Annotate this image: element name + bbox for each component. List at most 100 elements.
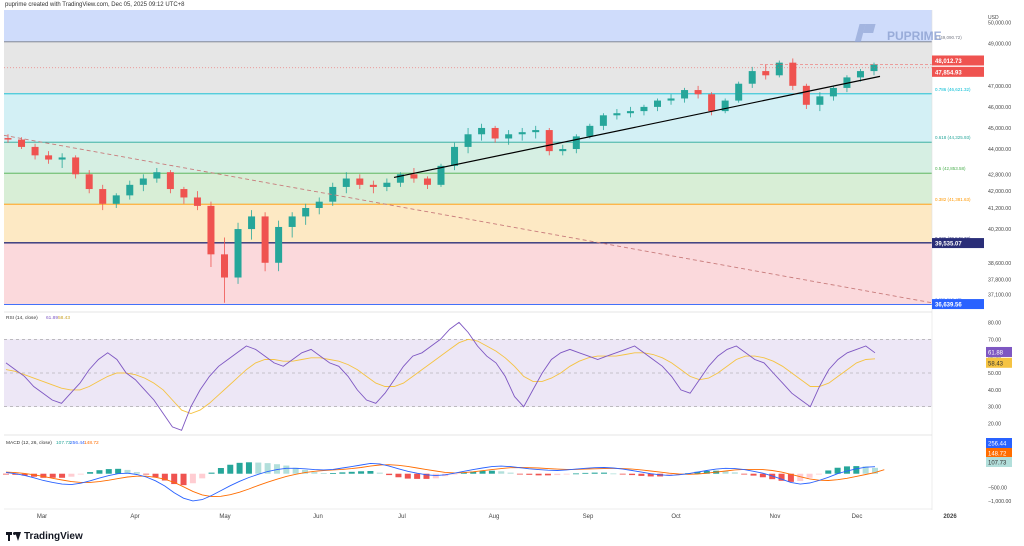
candle-body (180, 189, 188, 198)
macd-histogram-bar (825, 470, 832, 474)
macd-histogram-bar (49, 473, 56, 478)
rsi-badge (986, 357, 1012, 368)
candle-body (775, 62, 783, 76)
fib-zone (4, 10, 932, 42)
candle-body (572, 136, 580, 150)
macd-histogram-bar (834, 467, 841, 474)
candle-body (789, 62, 797, 86)
macd-histogram-bar (302, 469, 309, 474)
candle-body (31, 146, 39, 156)
pane-legends: RSI (14, close) 61.89 58.43 MACD (12, 26, c… (6, 315, 99, 446)
candle-body (437, 165, 445, 185)
price-tick-label: 42,000.00 (988, 189, 1011, 195)
candle-body (112, 195, 120, 204)
candle-body (383, 182, 391, 187)
macd-histogram-bar (451, 473, 458, 475)
candle-body (4, 138, 12, 140)
candle-body (505, 134, 513, 139)
macd-histogram-bar (853, 466, 860, 474)
macd-histogram-bar (619, 473, 626, 475)
macd-histogram-bar (414, 473, 421, 479)
macd-histogram-bar (666, 473, 673, 476)
candle-body (275, 226, 283, 263)
candle-body (735, 83, 743, 101)
macd-histogram-bar (96, 470, 103, 474)
price-badge (932, 66, 984, 77)
macd-histogram-bar (778, 473, 785, 481)
rsi-tick-label: 80.00 (988, 320, 1001, 326)
macd-histogram-bar (367, 471, 374, 474)
price-tick-label: 37,800.00 (988, 278, 1011, 284)
rsi-legend-title: RSI (14, close) (6, 315, 38, 321)
tradingview-logo[interactable]: TradingView (6, 531, 83, 542)
macd-histogram-bar (479, 471, 486, 474)
macd-histogram-bar (787, 473, 794, 482)
price-badge-label: 36,639.56 (935, 303, 962, 309)
fib-level-label: 0.618 (44,325.93) (935, 135, 971, 140)
macd-histogram-bar (872, 467, 878, 474)
time-axis-label: Apr (130, 514, 139, 520)
fib-level-label: 0.5 (42,853.58) (935, 166, 966, 171)
price-tick-label: 50,000.00 (988, 21, 1011, 27)
macd-histogram-bar (582, 472, 589, 474)
candle-body (559, 149, 567, 152)
macd-histogram-bar (769, 473, 776, 480)
macd-histogram-bar (610, 473, 617, 475)
candle-body (261, 216, 269, 263)
rsi-legend-value: 61.89 (46, 315, 58, 321)
macd-histogram-bar (105, 469, 112, 474)
puprime-logo-icon (863, 24, 876, 33)
candle-body (667, 98, 675, 101)
macd-histogram-bar (797, 473, 804, 482)
macd-histogram-bar (21, 473, 28, 476)
price-badge (932, 299, 984, 310)
rsi-tick-label: 20.00 (988, 422, 1001, 428)
price-badges: 48,012.73 47,854.93 39,535.07 36,639.56 61.8… (932, 55, 1012, 467)
candle-body (708, 94, 716, 112)
macd-histogram-bar (544, 473, 551, 476)
macd-histogram-bar (815, 473, 822, 475)
macd-tick-label: −1,000.00 (988, 499, 1011, 505)
macd-histogram-bar (227, 464, 234, 474)
macd-histogram-bar (488, 470, 495, 474)
price-badge-label: 39,535.07 (935, 242, 962, 248)
time-axis-label: 2026 (943, 514, 957, 520)
candle-body (423, 178, 431, 185)
price-tick-label: 37,100.00 (988, 292, 1011, 298)
candle-body (58, 157, 66, 160)
macd-histogram-bar (404, 473, 411, 479)
candle-body (491, 127, 499, 139)
price-badge (932, 238, 984, 249)
candle-body (315, 201, 323, 208)
macd-histogram-bar (3, 473, 9, 475)
price-tick-label: 40,200.00 (988, 227, 1011, 233)
candle-body (99, 189, 107, 204)
time-axis-label: May (219, 514, 230, 520)
price-badge-label: 47,854.93 (935, 70, 962, 76)
macd-histogram-bar (283, 465, 290, 474)
candle-body (721, 100, 729, 112)
price-badge (932, 55, 984, 66)
candle-body (654, 100, 661, 107)
candle-body (410, 174, 418, 179)
macd-histogram-bar (143, 473, 150, 475)
drawn-lines[interactable] (3, 64, 933, 304)
rsi-tick-label: 50.00 (988, 371, 1001, 377)
ascending-trendline (393, 75, 881, 179)
macd-histogram-bar (731, 472, 738, 474)
candle-body (586, 125, 594, 137)
candle-body (829, 87, 837, 97)
fib-level-label: 0.382 (41,381.63) (935, 197, 971, 202)
macd-histogram-bar (40, 473, 47, 478)
candle-body (762, 71, 770, 76)
macd-histogram-bar (255, 462, 262, 474)
tradingview-icon (6, 532, 21, 541)
price-tick-label: 42,800.00 (988, 172, 1011, 178)
macd-histogram-bar (77, 473, 84, 475)
price-axis[interactable]: USD50,000.0049,000.0047,000.0046,000.004… (931, 10, 1011, 510)
candle-body (518, 132, 526, 135)
macd-badge (986, 457, 1012, 467)
macd-histogram-bar (722, 471, 729, 474)
time-axis[interactable]: Mar Apr May Jun Jul Aug Sep Oct Nov Dec 2026 (4, 508, 957, 520)
